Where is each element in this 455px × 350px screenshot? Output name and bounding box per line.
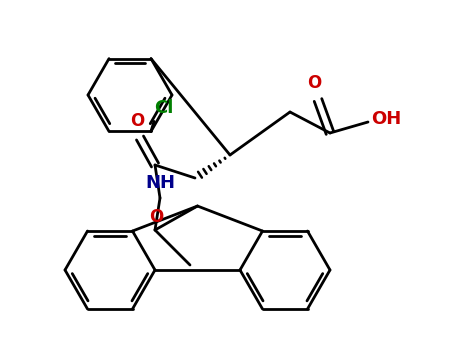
Text: NH: NH bbox=[145, 174, 175, 192]
Text: O: O bbox=[149, 208, 163, 226]
Text: O: O bbox=[307, 74, 321, 92]
Text: O: O bbox=[130, 112, 144, 130]
Text: Cl: Cl bbox=[154, 99, 173, 117]
Text: OH: OH bbox=[371, 110, 401, 128]
